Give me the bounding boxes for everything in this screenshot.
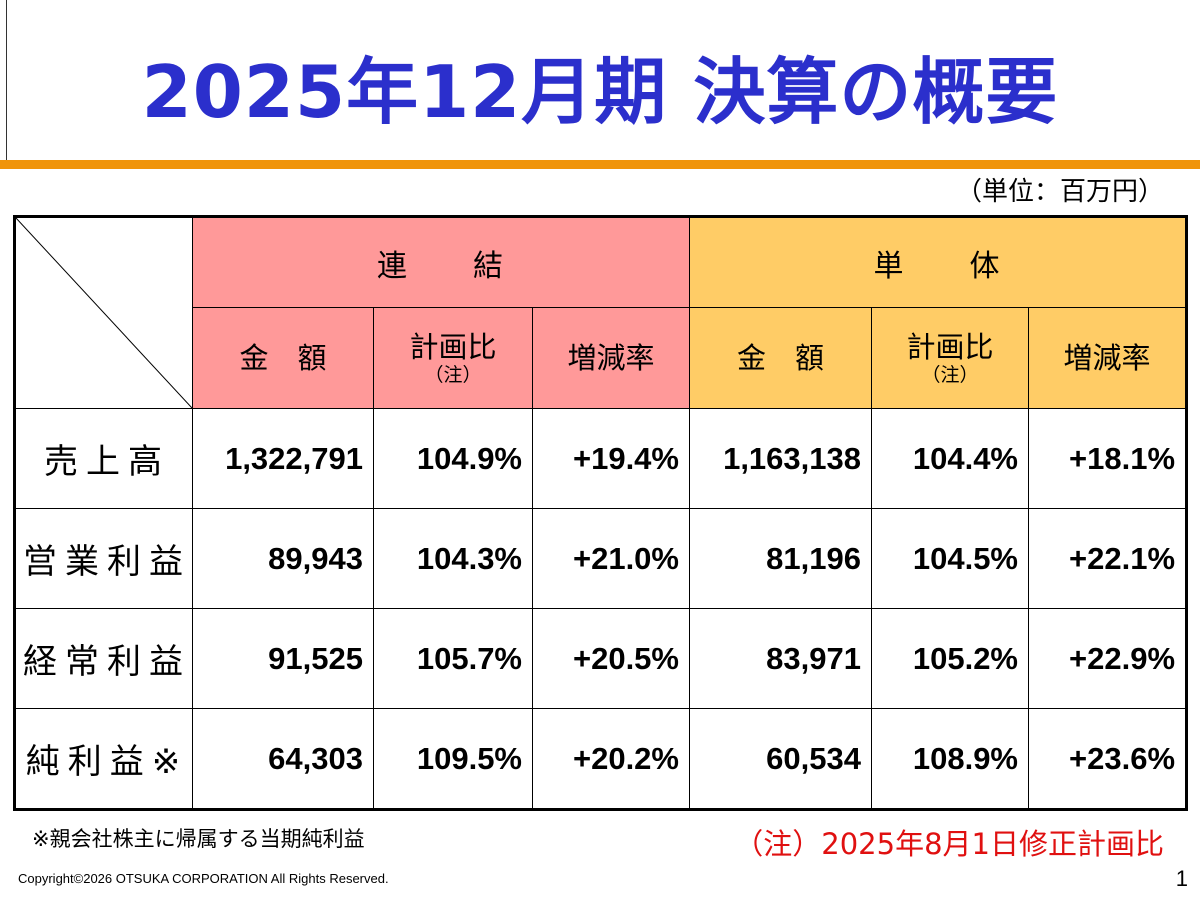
consolidated-plan-ratio: 104.3% [373,508,533,609]
copyright-notice: Copyright©2026 OTSUKA CORPORATION All Ri… [18,871,389,886]
standalone-plan-ratio: 105.2% [871,608,1029,709]
row-label: 純利益※ [14,708,193,810]
table-row-net-income: 純利益※ 64,303 109.5% +20.2% 60,534 108.9% … [14,708,1188,810]
plan-ratio-note: （注） [424,364,482,386]
consolidated-plan-ratio: 105.7% [373,608,533,709]
row-label: 営業利益 [14,508,193,609]
plan-ratio-label: 計画比 [409,330,497,364]
row-label: 経常利益 [14,608,193,709]
consolidated-amount: 64,303 [192,708,374,810]
corner-cell [14,216,193,409]
title-divider [0,160,1200,169]
standalone-change-rate: +22.1% [1027,508,1188,609]
consolidated-change-rate: +21.0% [532,508,690,609]
table-row-ordinary-income: 経常利益 91,525 105.7% +20.5% 83,971 105.2% … [14,608,1188,709]
table-row-sales: 売上高 1,322,791 104.9% +19.4% 1,163,138 10… [14,408,1188,509]
net-income-footnote: ※親会社株主に帰属する当期純利益 [32,827,365,851]
consolidated-plan-ratio: 104.9% [373,408,533,509]
standalone-plan-ratio: 104.4% [871,408,1029,509]
page-number: 1 [1175,866,1188,891]
consolidated-change-rate: +20.2% [532,708,690,810]
slide-title: 2025年12月期 決算の概要 [141,50,1059,134]
header-standalone-amount: 金 額 [689,307,872,409]
header-standalone-change-rate: 増減率 [1027,307,1188,409]
standalone-amount: 83,971 [689,608,872,709]
standalone-change-rate: +18.1% [1027,408,1188,509]
consolidated-amount: 1,322,791 [192,408,374,509]
standalone-amount: 81,196 [689,508,872,609]
row-label: 売上高 [14,408,193,509]
diagonal-line [16,218,192,408]
consolidated-amount: 89,943 [192,508,374,609]
header-consolidated: 連 結 [192,216,690,308]
left-border-line [6,0,7,160]
financial-summary-table: 連 結 単 体 金 額 計画比 （注） 増減率 金 額 計画比 （注） 増減率 … [13,215,1189,811]
table-row-operating-income: 営業利益 89,943 104.3% +21.0% 81,196 104.5% … [14,508,1188,609]
consolidated-plan-ratio: 109.5% [373,708,533,810]
header-standalone: 単 体 [688,216,1188,308]
header-consolidated-change-rate: 増減率 [532,307,690,409]
standalone-amount: 1,163,138 [689,408,872,509]
header-consolidated-plan-ratio: 計画比 （注） [373,307,533,409]
header-consolidated-amount: 金 額 [192,307,374,409]
consolidated-amount: 91,525 [192,608,374,709]
standalone-plan-ratio: 104.5% [871,508,1029,609]
plan-ratio-footnote: （注）2025年8月1日修正計画比 [734,827,1164,861]
plan-ratio-note: （注） [921,364,979,386]
header-standalone-plan-ratio: 計画比 （注） [871,307,1029,409]
consolidated-change-rate: +20.5% [532,608,690,709]
standalone-amount: 60,534 [689,708,872,810]
plan-ratio-label: 計画比 [906,330,994,364]
consolidated-change-rate: +19.4% [532,408,690,509]
standalone-plan-ratio: 108.9% [871,708,1029,810]
standalone-change-rate: +23.6% [1027,708,1188,810]
unit-label: （単位：百万円） [955,177,1164,207]
standalone-change-rate: +22.9% [1027,608,1188,709]
